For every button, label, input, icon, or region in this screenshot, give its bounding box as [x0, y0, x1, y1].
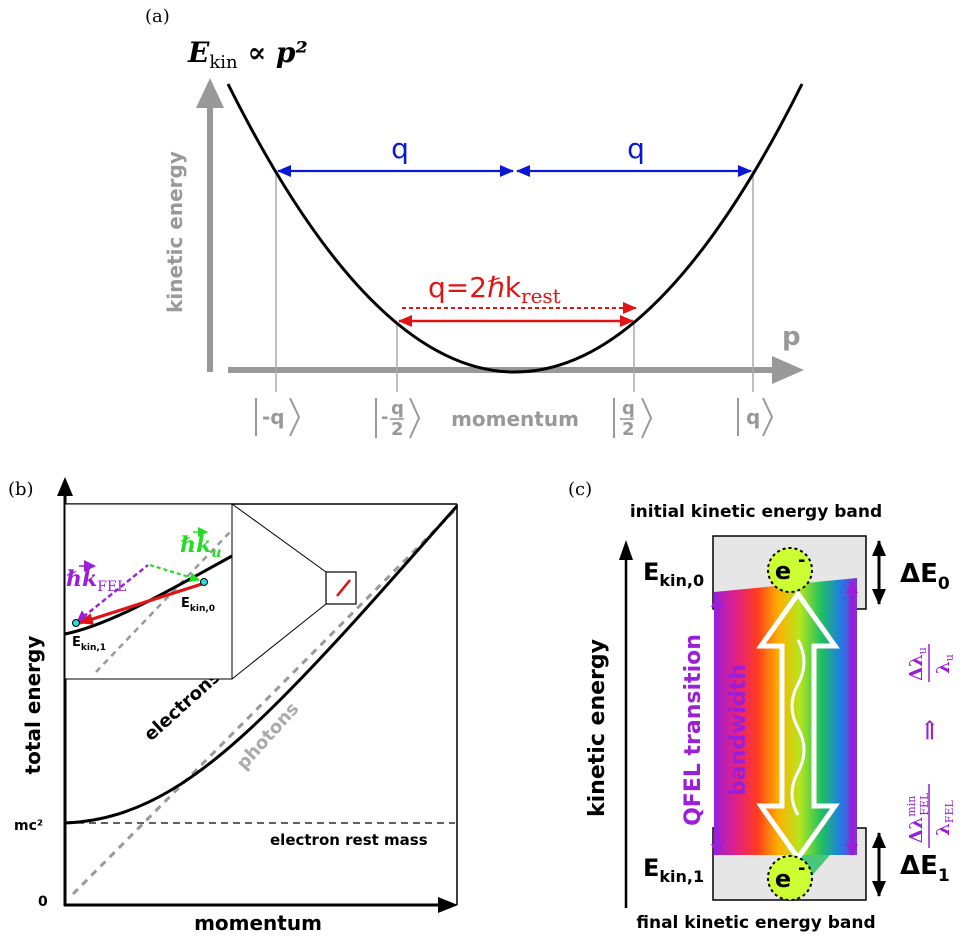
- panel-a: (a) Ekin ∝ p² kinetic energy p q q q=2ℏk…: [145, 6, 804, 440]
- wavy-line: [790, 639, 806, 816]
- qfel-line1: QFEL transition: [681, 634, 706, 826]
- ket-minus-q: -q: [255, 397, 301, 437]
- inset-u-arrow: [149, 563, 200, 583]
- ket-minus-half-q: - q 2: [375, 397, 421, 440]
- ket-half-q: q 2: [613, 397, 653, 440]
- zoom-box: [325, 571, 357, 605]
- ekin0-label: Ekin,0: [643, 558, 704, 590]
- svg-text:-: -: [381, 407, 388, 428]
- a-x-axis-head: [772, 356, 804, 384]
- svg-text:-: -: [798, 550, 805, 571]
- inset-red-arrow: [79, 581, 206, 625]
- panel-b-label: (b): [8, 479, 34, 500]
- fraction-fel: ΔλminFEL λFEL: [905, 784, 956, 848]
- svg-text:2: 2: [391, 419, 404, 440]
- inset-point-ekin0: [200, 578, 208, 586]
- qfel-line2: bandwidth: [726, 664, 751, 796]
- svg-text:q: q: [746, 405, 760, 429]
- a-parabola: [226, 83, 804, 374]
- fraction-u: Δλu λu: [906, 644, 956, 682]
- panel-c-label: (c): [568, 479, 592, 500]
- a-x-axis-letter: p: [782, 322, 801, 352]
- c-y-axis-head: [619, 540, 633, 560]
- svg-text:Δλu: Δλu: [906, 647, 929, 681]
- a-y-axis-head: [196, 78, 224, 108]
- wavelength-relation: ΔλminFEL λFEL ⇒ Δλu λu: [905, 644, 956, 848]
- b-x-axis-head: [438, 897, 458, 913]
- b-zero-label: 0: [38, 894, 48, 910]
- b-mc2-label: mc²: [14, 818, 43, 834]
- svg-text:ΔλminFEL: ΔλminFEL: [905, 792, 931, 843]
- a-x-axis-label: momentum: [451, 407, 579, 431]
- svg-text:-: -: [798, 858, 805, 879]
- q-red-label: q=2ℏkrest: [428, 271, 561, 308]
- ket-q: q: [737, 397, 774, 437]
- inset-fel-arrow: [76, 564, 149, 623]
- svg-text:λFEL: λFEL: [933, 800, 956, 836]
- q-right-label: q: [627, 132, 645, 165]
- zoom-line: [231, 603, 327, 680]
- svg-text:q: q: [391, 398, 404, 419]
- inset-point-ekin1: [72, 619, 80, 627]
- svg-text:2: 2: [622, 419, 635, 440]
- electron-bottom: e -: [767, 855, 813, 901]
- formula-e-kin: Ekin ∝ p²: [187, 36, 308, 73]
- b-y-axis-head: [57, 477, 73, 496]
- zoom-line: [231, 503, 327, 573]
- c-top-label: initial kinetic energy band: [630, 502, 882, 522]
- panel-b: (b) total energy momentum mc² 0 electron…: [8, 477, 459, 935]
- panel-c: (c) initial kinetic energy band final ki…: [568, 479, 956, 933]
- q-left-label: q: [391, 132, 409, 165]
- inset-ekin0-label: Ekin,0: [181, 596, 215, 614]
- c-bottom-label: final kinetic energy band: [636, 913, 875, 933]
- inset-ekin1-label: Ekin,1: [72, 635, 106, 653]
- svg-text:e: e: [775, 557, 791, 585]
- electron-top: e -: [767, 547, 813, 593]
- small-red-arrow: [336, 579, 351, 597]
- electrons-curve: [64, 505, 459, 825]
- panel-a-label: (a): [145, 6, 170, 27]
- svg-text:e: e: [775, 865, 791, 893]
- implies-arrow: ⇒: [915, 719, 945, 741]
- rest-mass-label: electron rest mass: [270, 831, 428, 849]
- b-x-axis-label: momentum: [194, 911, 322, 935]
- ekin1-label: Ekin,1: [643, 854, 704, 886]
- delta-e0-label: ΔE0: [900, 559, 950, 594]
- svg-text:-q: -q: [262, 405, 285, 429]
- svg-text:λu: λu: [933, 654, 956, 674]
- c-y-axis-label: kinetic energy: [585, 639, 610, 817]
- svg-text:q: q: [622, 398, 635, 419]
- a-y-axis-label: kinetic energy: [163, 151, 187, 313]
- delta-e1-label: ΔE1: [900, 851, 950, 886]
- b-y-axis-label: total energy: [21, 636, 45, 775]
